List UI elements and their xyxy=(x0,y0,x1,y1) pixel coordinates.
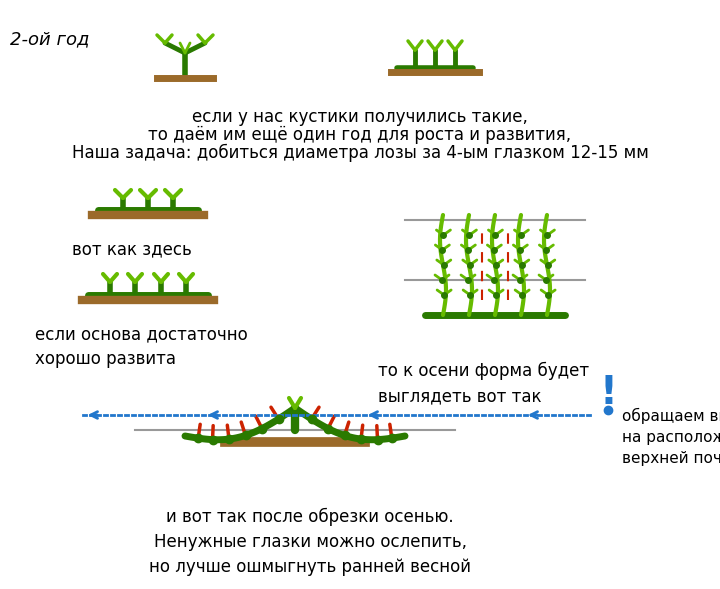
Text: вот как здесь: вот как здесь xyxy=(72,240,192,258)
Text: и вот так после обрезки осенью.
Ненужные глазки можно ослепить,
но лучше ошмыгну: и вот так после обрезки осенью. Ненужные… xyxy=(149,508,471,576)
Text: если основа достаточно
хорошо развита: если основа достаточно хорошо развита xyxy=(35,325,248,368)
Text: 2-ой год: 2-ой год xyxy=(10,30,89,48)
Text: обращаем внимание
на расположение
верхней почки: обращаем внимание на расположение верхне… xyxy=(622,408,720,466)
Text: !: ! xyxy=(599,374,617,412)
Text: то к осени форма будет
выглядеть вот так: то к осени форма будет выглядеть вот так xyxy=(378,362,589,405)
Text: если у нас кустики получились такие,: если у нас кустики получились такие, xyxy=(192,108,528,126)
Text: то даём им ещё один год для роста и развития,: то даём им ещё один год для роста и разв… xyxy=(148,126,572,144)
Text: Наша задача: добиться диаметра лозы за 4-ым глазком 12-15 мм: Наша задача: добиться диаметра лозы за 4… xyxy=(71,144,649,162)
